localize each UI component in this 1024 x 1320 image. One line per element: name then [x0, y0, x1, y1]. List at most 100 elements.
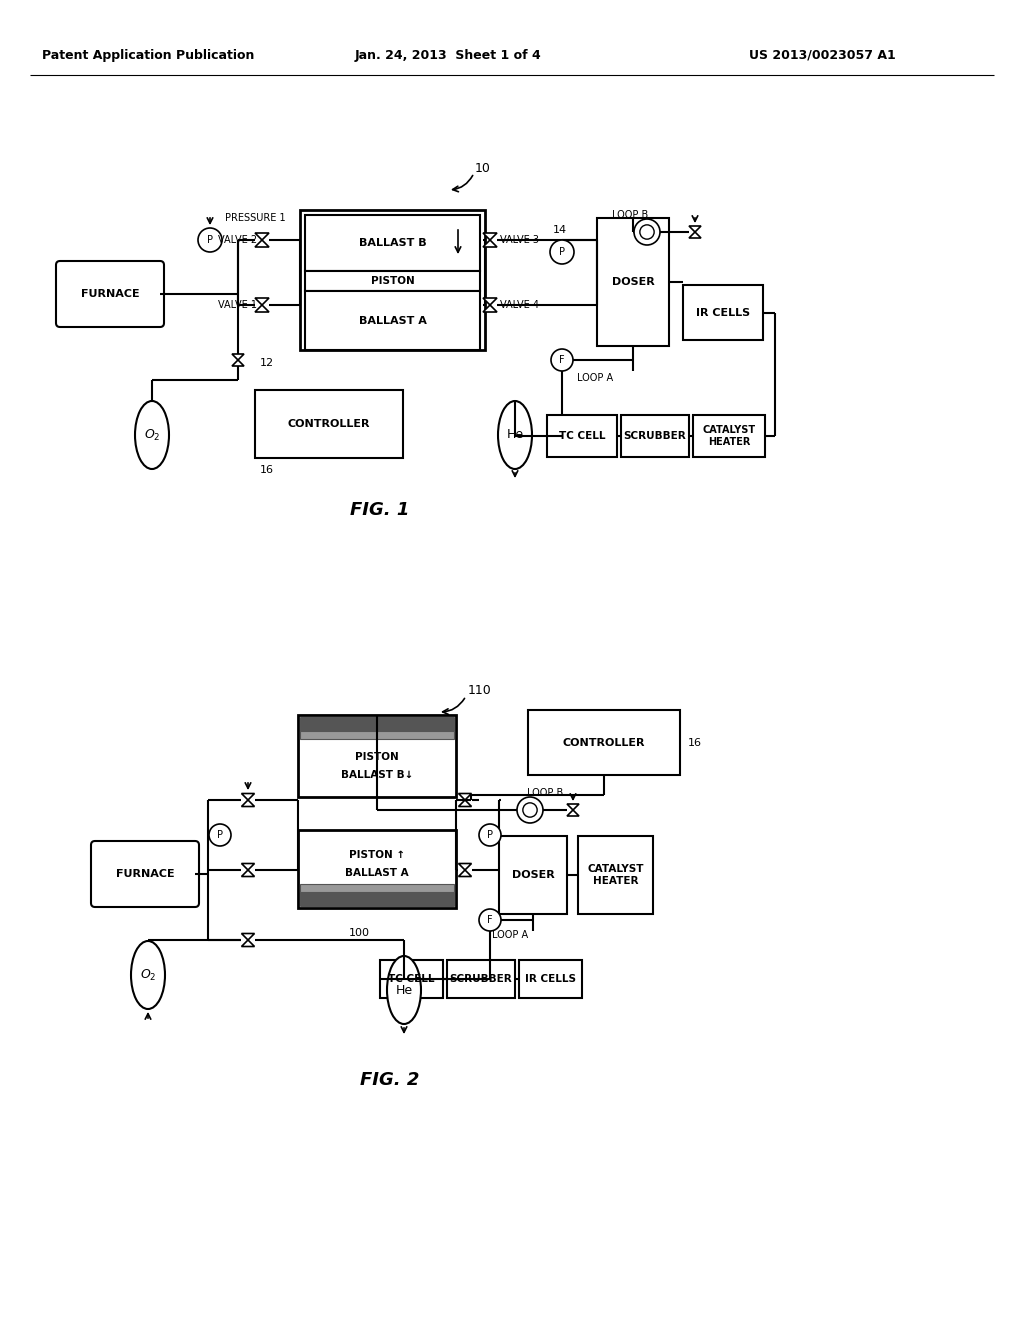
Polygon shape	[242, 800, 255, 807]
Text: CATALYST
HEATER: CATALYST HEATER	[587, 865, 644, 886]
Circle shape	[550, 240, 574, 264]
Text: BALLAST B↓: BALLAST B↓	[341, 770, 414, 780]
FancyBboxPatch shape	[91, 841, 199, 907]
Text: He: He	[507, 429, 523, 441]
Polygon shape	[242, 870, 255, 876]
Text: SCRUBBER: SCRUBBER	[450, 974, 512, 983]
Circle shape	[523, 803, 538, 817]
Text: PRESSURE 1: PRESSURE 1	[225, 213, 286, 223]
Polygon shape	[483, 234, 497, 240]
Circle shape	[517, 797, 543, 822]
Text: TC CELL: TC CELL	[388, 974, 435, 983]
Bar	[547, 414, 617, 457]
Bar	[380, 960, 443, 998]
Text: P: P	[559, 247, 565, 257]
Bar	[447, 960, 515, 998]
Circle shape	[479, 824, 501, 846]
Text: FIG. 1: FIG. 1	[350, 502, 410, 519]
Circle shape	[640, 224, 654, 239]
Polygon shape	[689, 226, 701, 232]
Text: LOOP A: LOOP A	[577, 374, 613, 383]
Text: DOSER: DOSER	[512, 870, 554, 880]
Text: 10: 10	[475, 161, 490, 174]
Polygon shape	[255, 234, 269, 240]
Text: IR CELLS: IR CELLS	[696, 308, 750, 318]
Polygon shape	[567, 804, 579, 810]
Bar	[300, 731, 454, 739]
Ellipse shape	[498, 401, 532, 469]
Polygon shape	[459, 800, 471, 807]
Polygon shape	[242, 793, 255, 800]
Text: F: F	[559, 355, 565, 366]
Text: VALVE 3: VALVE 3	[500, 235, 539, 246]
Circle shape	[198, 228, 222, 252]
Text: CONTROLLER: CONTROLLER	[288, 418, 371, 429]
Text: He: He	[395, 983, 413, 997]
Bar	[305, 215, 480, 271]
Text: PISTON: PISTON	[371, 276, 415, 286]
FancyBboxPatch shape	[56, 261, 164, 327]
Bar	[519, 960, 582, 998]
Text: PISTON ↑: PISTON ↑	[349, 850, 406, 861]
Polygon shape	[483, 298, 497, 305]
Text: DOSER: DOSER	[611, 277, 654, 286]
Polygon shape	[255, 298, 269, 305]
Text: P: P	[217, 830, 223, 840]
Text: P: P	[207, 235, 213, 246]
Text: F: F	[487, 915, 493, 925]
Polygon shape	[483, 305, 497, 312]
Circle shape	[551, 348, 573, 371]
Text: PISTON: PISTON	[355, 752, 399, 762]
Polygon shape	[242, 940, 255, 946]
Bar	[621, 414, 689, 457]
Text: FURNACE: FURNACE	[81, 289, 139, 300]
Polygon shape	[232, 354, 244, 360]
Text: LOOP A: LOOP A	[492, 931, 528, 940]
Ellipse shape	[387, 956, 421, 1024]
Text: TC CELL: TC CELL	[559, 432, 605, 441]
Text: BALLAST A: BALLAST A	[358, 315, 426, 326]
Text: IR CELLS: IR CELLS	[525, 974, 575, 983]
Text: Patent Application Publication: Patent Application Publication	[42, 49, 254, 62]
Bar	[298, 830, 456, 908]
Text: $O_2$: $O_2$	[143, 428, 160, 442]
Polygon shape	[567, 810, 579, 816]
Text: BALLAST A: BALLAST A	[345, 869, 409, 878]
Polygon shape	[689, 232, 701, 238]
Polygon shape	[255, 305, 269, 312]
Ellipse shape	[135, 401, 169, 469]
Bar	[300, 892, 454, 906]
Text: LOOP B: LOOP B	[612, 210, 648, 220]
Bar	[305, 290, 480, 350]
Text: 16: 16	[260, 465, 274, 475]
Bar	[300, 884, 454, 892]
Text: 110: 110	[468, 684, 492, 697]
Text: LOOP B: LOOP B	[527, 788, 563, 799]
Circle shape	[479, 909, 501, 931]
Bar	[300, 210, 485, 350]
Circle shape	[209, 824, 231, 846]
Bar	[693, 414, 765, 457]
Polygon shape	[242, 863, 255, 870]
Text: CATALYST
HEATER: CATALYST HEATER	[702, 425, 756, 446]
Text: SCRUBBER: SCRUBBER	[624, 432, 686, 441]
Text: $O_2$: $O_2$	[139, 968, 157, 982]
Polygon shape	[242, 933, 255, 940]
Polygon shape	[483, 240, 497, 247]
Polygon shape	[255, 240, 269, 247]
Text: BALLAST B: BALLAST B	[358, 238, 426, 248]
Bar	[499, 836, 567, 913]
Text: 16: 16	[688, 738, 702, 747]
Polygon shape	[459, 793, 471, 800]
Circle shape	[634, 219, 660, 246]
Polygon shape	[232, 360, 244, 366]
Bar	[528, 710, 680, 775]
Text: VALVE 2: VALVE 2	[218, 235, 257, 246]
Text: VALVE 4: VALVE 4	[500, 300, 539, 310]
Bar	[597, 218, 669, 346]
Ellipse shape	[131, 941, 165, 1008]
Text: FURNACE: FURNACE	[116, 869, 174, 879]
Bar	[305, 271, 480, 290]
Bar	[298, 715, 456, 797]
Text: CONTROLLER: CONTROLLER	[563, 738, 645, 747]
